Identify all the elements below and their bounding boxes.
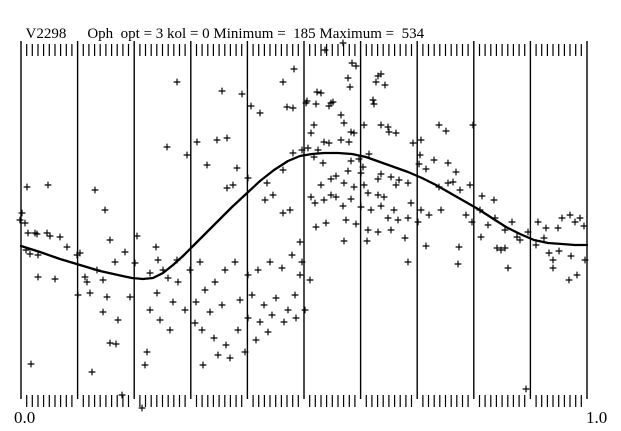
major-gridlines <box>20 41 588 399</box>
phase-axis-min-label: 0.0 <box>14 408 36 427</box>
plot-title: V2298 Oph opt = 3 kol = 0 Minimum = 185 M… <box>18 7 425 43</box>
minor-phase-ticks <box>26 44 582 407</box>
data-points <box>16 39 589 412</box>
star-id: V2298 <box>25 26 67 42</box>
title-parameters: Oph opt = 3 kol = 0 Minimum = 185 Maximu… <box>87 26 425 42</box>
fit-curve <box>19 151 589 281</box>
phase-axis-max-label: 1.0 <box>586 408 608 427</box>
